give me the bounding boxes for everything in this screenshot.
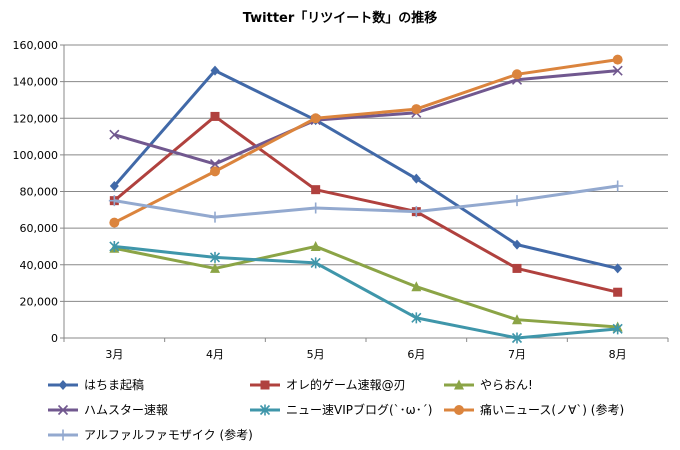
legend-item: 痛いニュース(ノ∀`) (参考) <box>444 402 624 417</box>
data-point <box>210 65 220 76</box>
x-tick-label: 7月 <box>508 348 526 361</box>
y-tick-label: 100,000 <box>13 149 59 162</box>
series-line <box>113 69 618 166</box>
data-point <box>311 185 321 195</box>
series-line <box>114 244 618 329</box>
legend-item: はちま起稿 <box>48 377 144 392</box>
data-point <box>109 129 120 140</box>
legend-item: ニュー速VIPブログ(`･ω･´) <box>250 402 432 417</box>
data-point <box>511 332 523 344</box>
legend-swatch-marker <box>58 380 68 390</box>
series-line <box>113 114 619 294</box>
y-tick-label: 120,000 <box>13 112 59 125</box>
data-point <box>310 240 321 251</box>
data-point <box>310 113 321 124</box>
data-point <box>612 65 623 76</box>
y-tick-label: 160,000 <box>13 39 59 52</box>
x-tick-label: 6月 <box>407 348 425 361</box>
legend-label: やらおん! <box>480 378 533 392</box>
y-tick-label: 60,000 <box>20 222 59 235</box>
data-point <box>410 206 422 218</box>
data-point <box>109 181 119 192</box>
data-point <box>310 257 321 269</box>
data-point <box>209 251 221 263</box>
legend-swatch-marker <box>57 404 69 416</box>
legend-swatch-marker <box>57 429 69 441</box>
data-point <box>210 166 220 177</box>
data-point <box>411 281 422 292</box>
legend-label: ハムスター速報 <box>84 403 168 417</box>
x-tick-label: 5月 <box>307 348 325 361</box>
data-point <box>511 195 523 207</box>
data-point <box>209 158 221 170</box>
legend-item: オレ的ゲーム速報@刃 <box>250 377 406 392</box>
y-tick-label: 140,000 <box>13 76 59 89</box>
y-tick-label: 40,000 <box>20 259 59 272</box>
legend-label: オレ的ゲーム速報@刃 <box>286 377 406 392</box>
data-point <box>411 312 422 324</box>
legend-item: やらおん! <box>444 378 533 392</box>
data-point <box>210 262 220 273</box>
data-point <box>310 202 322 214</box>
data-point <box>109 217 120 228</box>
series-line <box>114 184 618 219</box>
series-line <box>114 244 618 340</box>
series-line <box>113 58 618 224</box>
data-point <box>411 173 421 184</box>
y-tick-label: 20,000 <box>20 295 59 308</box>
legend-item: アルファルファモザイク (参考) <box>48 427 253 442</box>
data-point <box>109 240 120 252</box>
legend-swatch-marker <box>260 380 270 390</box>
y-tick-label: 80,000 <box>20 186 59 199</box>
legend-item: ハムスター速報 <box>48 403 168 417</box>
series-6 <box>109 54 623 228</box>
chart-title: Twitter「リツイート数」の推移 <box>243 10 438 26</box>
legend-swatch-marker <box>259 404 271 416</box>
series-line <box>113 69 619 270</box>
data-point <box>613 287 623 297</box>
x-tick-label: 8月 <box>609 348 627 361</box>
legend-swatch-marker <box>454 379 464 390</box>
series-2 <box>109 111 623 297</box>
data-point <box>612 323 623 335</box>
x-tick-label: 3月 <box>105 348 123 361</box>
series-5 <box>109 240 623 344</box>
legend-label: アルファルファモザイク (参考) <box>84 427 253 442</box>
data-point <box>512 69 522 80</box>
legend-label: ニュー速VIPブログ(`･ω･´) <box>286 402 432 417</box>
series-1 <box>109 65 623 274</box>
data-point <box>108 195 120 207</box>
x-tick-label: 4月 <box>206 348 224 361</box>
data-point <box>612 180 624 192</box>
data-point <box>512 263 522 273</box>
data-point <box>411 104 422 115</box>
legend-swatch-marker <box>454 405 464 415</box>
data-point <box>210 111 220 121</box>
data-point <box>613 263 623 274</box>
data-point <box>209 211 221 223</box>
data-point <box>512 239 522 250</box>
legend-label: はちま起稿 <box>84 377 144 392</box>
y-tick-label: 0 <box>51 332 58 345</box>
data-point <box>512 314 522 325</box>
data-point <box>612 54 623 65</box>
legend-label: 痛いニュース(ノ∀`) (参考) <box>480 402 624 417</box>
series-7 <box>108 180 624 223</box>
